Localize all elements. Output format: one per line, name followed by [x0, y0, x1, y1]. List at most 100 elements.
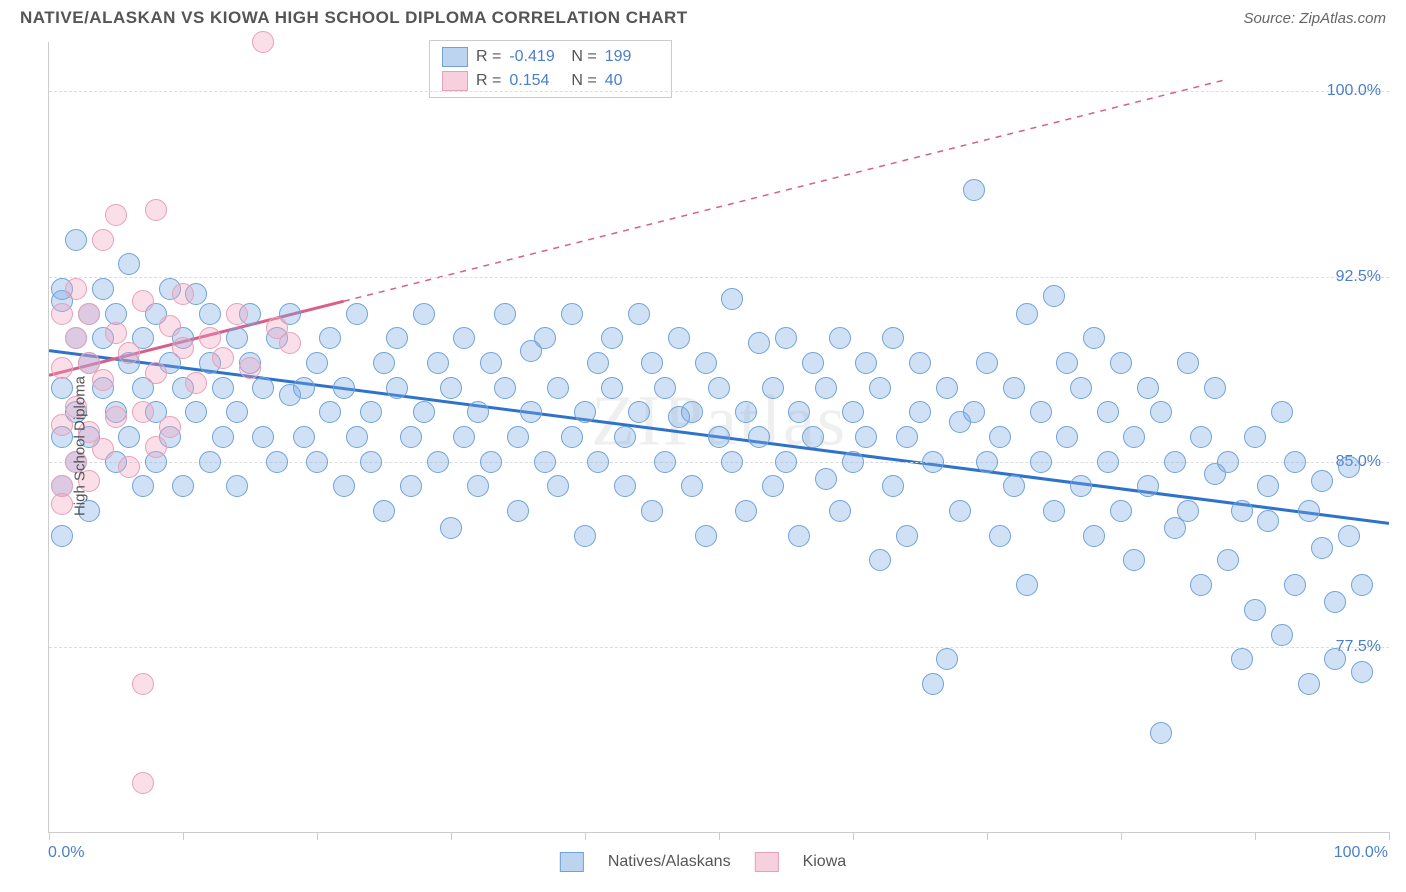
x-tick — [1389, 832, 1390, 840]
scatter-point — [628, 401, 650, 423]
scatter-point — [92, 438, 114, 460]
scatter-point — [896, 525, 918, 547]
scatter-point — [1177, 500, 1199, 522]
scatter-point — [118, 456, 140, 478]
scatter-point — [400, 475, 422, 497]
scatter-point — [1016, 303, 1038, 325]
scatter-point — [1110, 352, 1132, 374]
scatter-point — [561, 303, 583, 325]
scatter-point — [453, 327, 475, 349]
scatter-point — [775, 451, 797, 473]
scatter-point — [963, 401, 985, 423]
scatter-point — [92, 369, 114, 391]
x-tick — [1255, 832, 1256, 840]
scatter-point — [427, 451, 449, 473]
scatter-point — [762, 475, 784, 497]
scatter-point — [1217, 549, 1239, 571]
scatter-point — [1030, 451, 1052, 473]
x-tick — [317, 832, 318, 840]
scatter-point — [574, 401, 596, 423]
scatter-point — [386, 327, 408, 349]
scatter-point — [212, 347, 234, 369]
scatter-point — [1217, 451, 1239, 473]
scatter-point — [641, 352, 663, 374]
scatter-point — [51, 377, 73, 399]
scatter-point — [587, 451, 609, 473]
scatter-point — [212, 377, 234, 399]
scatter-point — [1150, 722, 1172, 744]
scatter-point — [1231, 500, 1253, 522]
scatter-point — [453, 426, 475, 448]
scatter-point — [413, 401, 435, 423]
scatter-point — [882, 327, 904, 349]
y-tick-label: 92.5% — [1336, 268, 1381, 286]
scatter-point — [440, 377, 462, 399]
y-axis-label: High School Diploma — [72, 376, 89, 516]
legend-swatch — [442, 71, 468, 91]
scatter-point — [695, 525, 717, 547]
scatter-point — [105, 204, 127, 226]
scatter-point — [507, 500, 529, 522]
legend-swatch-series1 — [560, 852, 584, 872]
scatter-point — [1164, 451, 1186, 473]
scatter-point — [1271, 624, 1293, 646]
scatter-point — [681, 401, 703, 423]
scatter-point — [896, 426, 918, 448]
scatter-point — [105, 303, 127, 325]
n-label: N = — [571, 72, 596, 90]
gridline — [49, 647, 1389, 648]
scatter-point — [1284, 574, 1306, 596]
scatter-point — [400, 426, 422, 448]
y-tick-label: 100.0% — [1327, 82, 1381, 100]
scatter-point — [1070, 377, 1092, 399]
scatter-point — [226, 327, 248, 349]
scatter-point — [1003, 377, 1025, 399]
scatter-point — [360, 451, 382, 473]
scatter-point — [1351, 661, 1373, 683]
scatter-point — [1311, 470, 1333, 492]
scatter-point — [92, 229, 114, 251]
scatter-point — [1284, 451, 1306, 473]
scatter-point — [105, 322, 127, 344]
scatter-point — [695, 352, 717, 374]
scatter-point — [226, 401, 248, 423]
scatter-point — [949, 500, 971, 522]
legend-label-series2: Kiowa — [803, 853, 847, 871]
scatter-point — [212, 426, 234, 448]
r-label: R = — [476, 72, 501, 90]
bottom-legend: Natives/Alaskans Kiowa — [560, 852, 846, 872]
scatter-point — [1298, 500, 1320, 522]
scatter-point — [882, 475, 904, 497]
scatter-point — [520, 401, 542, 423]
scatter-point — [132, 290, 154, 312]
scatter-point — [159, 416, 181, 438]
scatter-point — [145, 199, 167, 221]
scatter-point — [654, 377, 676, 399]
scatter-point — [172, 475, 194, 497]
scatter-point — [319, 327, 341, 349]
scatter-point — [1083, 525, 1105, 547]
scatter-point — [132, 772, 154, 794]
scatter-point — [855, 352, 877, 374]
n-value: 199 — [605, 48, 659, 66]
scatter-point — [788, 525, 810, 547]
scatter-point — [775, 327, 797, 349]
scatter-point — [1271, 401, 1293, 423]
scatter-point — [480, 451, 502, 473]
scatter-point — [118, 426, 140, 448]
stats-legend-row: R =-0.419N =199 — [442, 45, 659, 69]
scatter-point — [829, 327, 851, 349]
scatter-point — [145, 362, 167, 384]
scatter-point — [668, 327, 690, 349]
scatter-point — [1244, 599, 1266, 621]
scatter-point — [1043, 285, 1065, 307]
scatter-point — [360, 401, 382, 423]
scatter-point — [1056, 352, 1078, 374]
scatter-point — [1177, 352, 1199, 374]
scatter-point — [306, 451, 328, 473]
scatter-point — [721, 288, 743, 310]
scatter-point — [922, 451, 944, 473]
scatter-point — [199, 451, 221, 473]
x-tick — [853, 832, 854, 840]
scatter-point — [159, 315, 181, 337]
